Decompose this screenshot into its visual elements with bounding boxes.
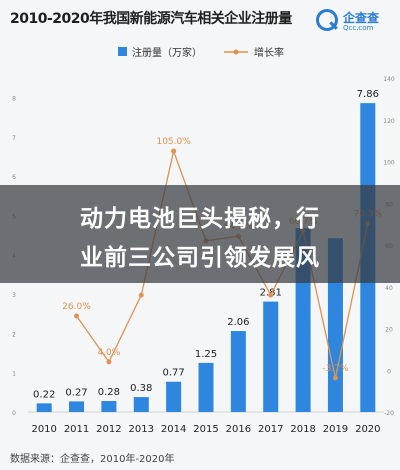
x-tick-label: 2020 <box>355 424 380 435</box>
bar-value-label: 0.22 <box>33 389 55 400</box>
chart-title: 2010-2020年我国新能源汽车相关企业注册量 <box>10 11 292 27</box>
headline-banner: 动力电池巨头揭秘，行 业前三公司引领发展风 <box>0 185 400 283</box>
logo-name: 企查查 <box>343 11 380 25</box>
y-left-tick-label: 6 <box>12 174 16 181</box>
x-tick-label: 2017 <box>258 424 283 435</box>
headline-line-2: 业前三公司引领发展风 <box>80 245 320 271</box>
x-tick-label: 2013 <box>129 424 154 435</box>
x-tick-label: 2010 <box>31 424 56 435</box>
y-right-tick-label: 120 <box>383 118 395 125</box>
bar-2017 <box>263 301 279 412</box>
legend-label-bars: 注册量（万家） <box>132 46 202 59</box>
y-left-tick-label: 7 <box>12 135 16 142</box>
y-left-tick-label: 8 <box>12 96 16 103</box>
x-tick-label: 2018 <box>290 424 315 435</box>
x-tick-label: 2014 <box>161 424 186 435</box>
bar-value-label: 0.77 <box>163 368 185 379</box>
bar-value-label: 7.86 <box>357 89 379 100</box>
bar-2015 <box>198 362 214 412</box>
legend-label-line: 增长率 <box>254 46 284 59</box>
growth-point-2017 <box>268 292 274 298</box>
bar-value-label: 0.28 <box>98 387 120 398</box>
growth-point-2014 <box>171 148 177 154</box>
legend-marker-line <box>233 49 239 55</box>
y-left-tick-label: 2 <box>12 331 16 338</box>
y-right-tick-label: -20 <box>384 410 394 417</box>
growth-point-2019 <box>332 375 338 381</box>
growth-point-2012 <box>106 359 112 365</box>
x-tick-label: 2012 <box>96 424 121 435</box>
bar-value-label: 0.38 <box>130 383 152 394</box>
y-left-tick-label: 0 <box>12 410 16 417</box>
y-right-tick-label: 100 <box>383 160 395 167</box>
legend-swatch-bars <box>118 47 127 56</box>
x-tick-label: 2016 <box>226 424 251 435</box>
bar-value-label: 0.27 <box>65 387 87 398</box>
headline-line-1: 动力电池巨头揭秘，行 <box>80 206 320 232</box>
y-right-tick-label: 140 <box>383 76 395 83</box>
growth-value-label: 26.0% <box>62 302 91 312</box>
bar-value-label: 2.06 <box>227 317 249 328</box>
growth-value-label: 4.0% <box>97 348 120 358</box>
bar-2010 <box>36 403 52 412</box>
logo-domain: Qcc.com <box>343 24 374 32</box>
bar-2011 <box>69 401 85 412</box>
y-right-tick-label: 40 <box>385 285 393 292</box>
magnifier-icon <box>316 9 338 31</box>
y-right-tick-label: 20 <box>385 327 393 334</box>
x-tick-label: 2019 <box>323 424 348 435</box>
y-left-tick-label: 1 <box>12 371 16 378</box>
x-tick-label: 2015 <box>193 424 218 435</box>
x-tick-label: 2011 <box>64 424 89 435</box>
bar-value-label: 1.25 <box>195 349 217 360</box>
bar-2013 <box>133 397 149 412</box>
growth-point-2011 <box>74 313 80 319</box>
bar-2014 <box>166 381 182 412</box>
y-left-tick-label: 3 <box>12 292 16 299</box>
source-note: 数据来源：企查查，2010年-2020年 <box>10 454 175 465</box>
growth-value-label: 105.0% <box>156 137 191 147</box>
y-right-tick-label: 0 <box>387 368 391 375</box>
qcc-logo: 企查查 Qcc.com <box>316 7 396 37</box>
growth-value-label: -3.7% <box>322 364 349 374</box>
bar-2016 <box>230 331 246 412</box>
bar-2012 <box>101 400 117 412</box>
growth-point-2013 <box>138 292 144 298</box>
